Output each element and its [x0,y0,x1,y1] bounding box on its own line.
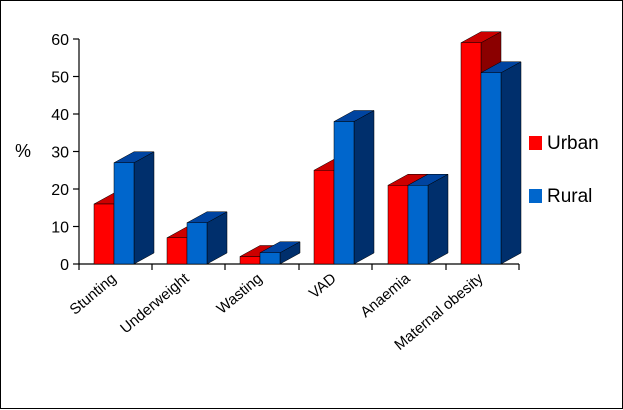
y-axis-ticks: 0 10 20 30 40 50 60 [51,32,79,274]
y-tick-label: 30 [51,145,69,162]
bar-rural [186,211,228,265]
legend: Urban Rural [529,133,599,207]
y-tick-label: 0 [60,257,69,274]
bar-rural [333,110,375,265]
y-tick-label: 50 [51,70,69,87]
x-tick-label: VAD [306,270,340,302]
legend-item-urban: Urban [529,133,599,154]
legend-item-rural: Rural [529,186,592,207]
y-tick-label: 60 [51,32,69,49]
bar-rural [480,61,522,265]
chart-bars [93,31,522,265]
x-tick-label: Underweight [117,270,193,338]
legend-label: Rural [547,186,592,207]
y-tick-label: 40 [51,107,69,124]
x-tick-label: Stunting [66,270,119,318]
bar-rural [259,241,301,265]
x-tick-label: Anaemia [357,270,414,321]
bar-rural [407,173,449,265]
y-axis-label: % [15,141,31,161]
y-tick-label: 10 [51,220,69,237]
x-tick-label: Wasting [214,270,266,318]
legend-label: Urban [547,133,599,154]
bar-rural [113,151,155,265]
legend-swatch [529,136,542,150]
legend-swatch [529,189,542,203]
y-tick-label: 20 [51,182,69,199]
